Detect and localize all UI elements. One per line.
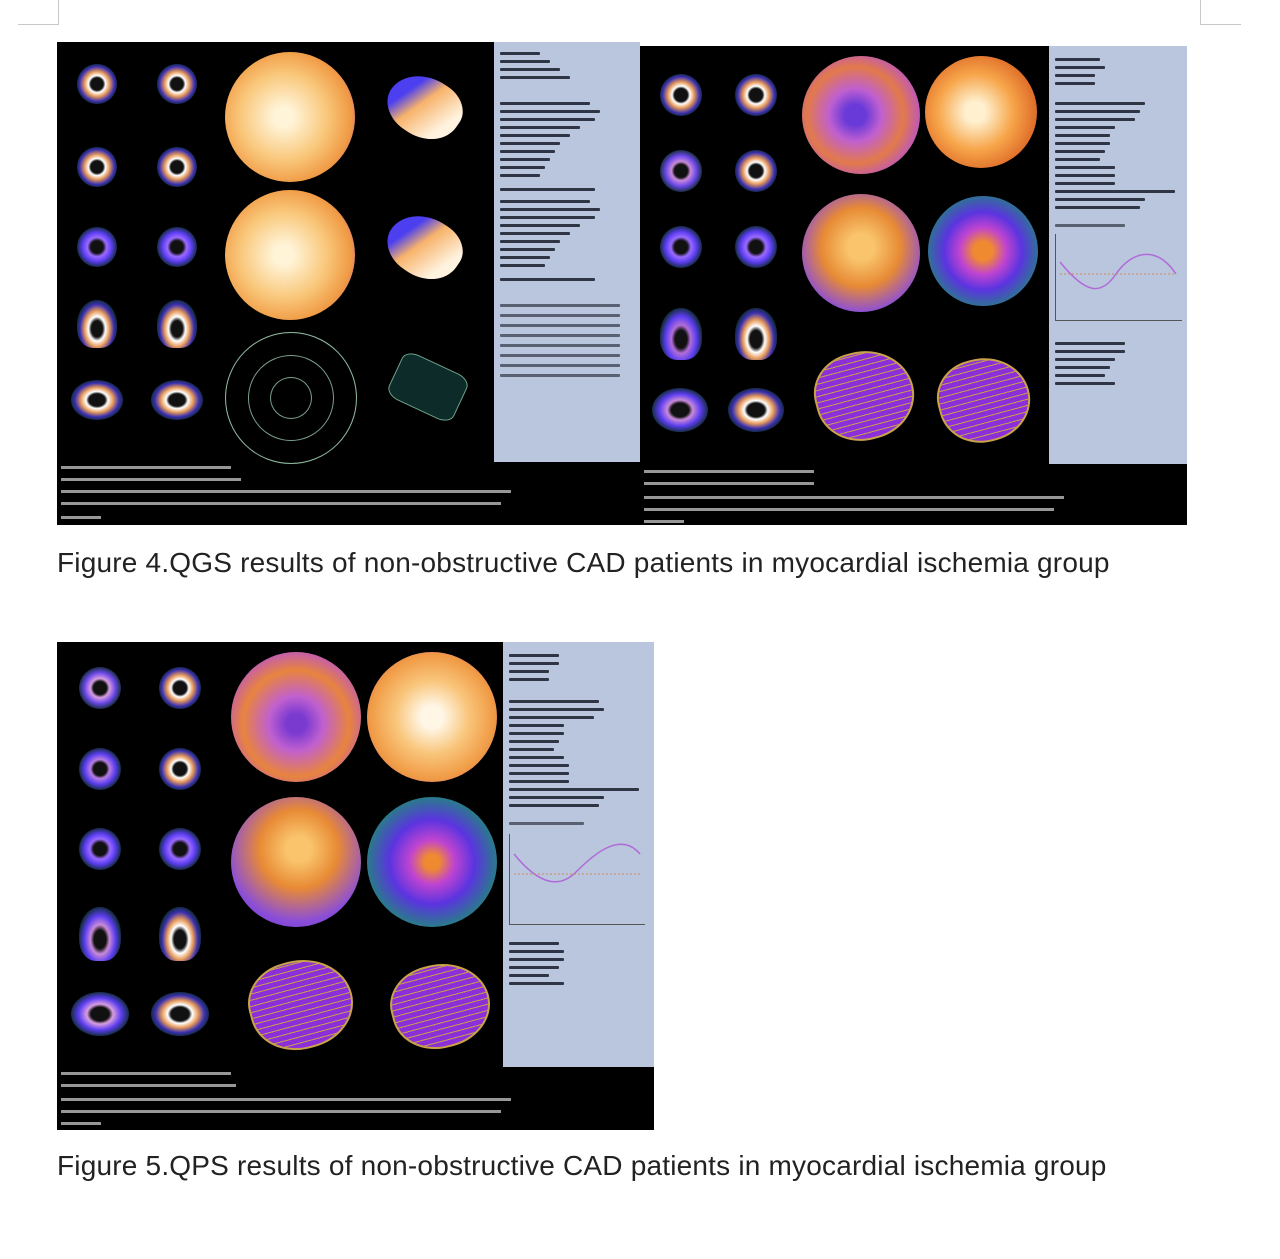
figure5-qps-panel — [57, 642, 654, 1130]
rest-polar-map — [925, 56, 1037, 168]
severity-polar-map — [367, 797, 497, 927]
short-axis-slice — [77, 147, 117, 187]
short-axis-slice — [77, 227, 117, 267]
figure4-qgs-panel-right — [640, 46, 1187, 525]
volume-curve-plot — [509, 834, 645, 925]
short-axis-slice — [157, 227, 197, 267]
long-axis-slice — [652, 388, 708, 432]
short-axis-slice — [79, 828, 121, 870]
stress-polar-map — [231, 652, 361, 782]
figure4-qgs-panel-left — [57, 42, 640, 525]
heart-wireframe-stress — [239, 948, 363, 1061]
short-axis-slice — [735, 150, 777, 192]
heart-3d-stress — [376, 60, 473, 154]
figure4-caption: Figure 4.QGS results of non-obstructive … — [57, 547, 1110, 578]
long-axis-slice — [157, 300, 197, 348]
short-axis-slice — [735, 226, 777, 268]
heart-3d-wireframe — [384, 349, 472, 425]
page-corner-left — [18, 0, 59, 25]
extent-polar-map — [231, 797, 361, 927]
patient-info-panel — [494, 42, 640, 462]
long-axis-slice — [159, 907, 201, 961]
short-axis-slice — [159, 748, 201, 790]
short-axis-slice — [157, 147, 197, 187]
short-axis-slice — [77, 64, 117, 104]
heart-wireframe-stress — [805, 339, 924, 452]
short-axis-slice — [79, 748, 121, 790]
heart-wireframe-rest — [928, 347, 1040, 453]
extent-polar-map — [802, 194, 920, 312]
patient-info-panel — [503, 642, 654, 1067]
volume-curve-plot — [1055, 234, 1182, 321]
long-axis-slice — [728, 388, 784, 432]
long-axis-slice — [735, 308, 777, 360]
stress-polar-map — [225, 52, 355, 182]
short-axis-slice — [660, 226, 702, 268]
short-axis-slice — [735, 74, 777, 116]
long-axis-slice — [151, 992, 209, 1036]
long-axis-slice — [77, 300, 117, 348]
patient-info-panel — [1049, 46, 1187, 464]
rest-polar-map — [225, 190, 355, 320]
page-corner-right — [1200, 0, 1241, 25]
long-axis-slice — [660, 308, 702, 360]
short-axis-slice — [159, 828, 201, 870]
short-axis-slice — [660, 74, 702, 116]
short-axis-slice — [159, 667, 201, 709]
long-axis-slice — [79, 907, 121, 961]
short-axis-slice — [157, 64, 197, 104]
long-axis-slice — [71, 380, 123, 420]
short-axis-slice — [660, 150, 702, 192]
rest-polar-map — [367, 652, 497, 782]
heart-wireframe-rest — [381, 952, 500, 1060]
segment-polar-grid — [225, 332, 357, 464]
long-axis-slice — [71, 992, 129, 1036]
stress-polar-map — [802, 56, 920, 174]
short-axis-slice — [79, 667, 121, 709]
long-axis-slice — [151, 380, 203, 420]
severity-polar-map — [928, 196, 1038, 306]
figure5-caption: Figure 5.QPS results of non-obstructive … — [57, 1150, 1107, 1181]
heart-3d-rest — [376, 200, 473, 294]
